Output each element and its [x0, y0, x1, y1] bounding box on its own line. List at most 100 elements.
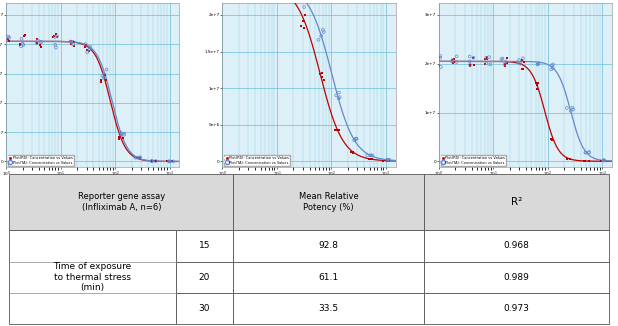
Point	[99, 71, 109, 76]
Text: 0.968: 0.968	[504, 242, 530, 250]
Point	[384, 157, 394, 162]
Point	[546, 67, 556, 72]
Point	[317, 74, 327, 80]
Point	[67, 40, 77, 45]
Point	[68, 42, 78, 47]
Point	[519, 66, 528, 71]
Text: 0.989: 0.989	[504, 273, 530, 282]
Point	[378, 158, 388, 163]
Point	[434, 54, 444, 59]
Point	[19, 34, 29, 39]
Point	[147, 158, 157, 164]
Point	[313, 37, 323, 42]
Point	[132, 155, 142, 160]
Point	[600, 158, 610, 164]
Point	[132, 156, 142, 161]
Point	[481, 55, 491, 61]
Point	[68, 39, 78, 44]
Point	[81, 43, 91, 48]
Point	[114, 136, 124, 141]
Point	[352, 136, 362, 141]
Text: R²: R²	[511, 197, 522, 207]
Point	[515, 61, 525, 66]
Point	[383, 157, 392, 162]
Point	[298, 18, 308, 23]
Point	[66, 39, 75, 44]
Point	[517, 57, 527, 62]
Point	[382, 158, 392, 163]
Point	[447, 57, 457, 62]
Point	[484, 54, 494, 60]
Point	[49, 34, 59, 39]
Point	[500, 62, 510, 67]
Point	[580, 158, 590, 164]
Point	[335, 95, 345, 100]
Point	[501, 59, 511, 64]
Point	[485, 62, 495, 67]
Legend: Plot(RS): Concentration vs Values, Plot(TA): Concentration vs Values: Plot(RS): Concentration vs Values, Plot(…	[224, 155, 290, 166]
Point	[497, 56, 507, 61]
Point	[297, 23, 307, 28]
Point	[468, 55, 478, 60]
Point	[50, 42, 60, 47]
Point	[436, 65, 446, 70]
Point	[82, 48, 92, 53]
Point	[584, 149, 594, 155]
Point	[366, 156, 376, 162]
Text: Time of exposure
to thermal stress
(min): Time of exposure to thermal stress (min)	[53, 262, 132, 292]
Legend: Plot(RS): Concentration vs Values, Plot(TA): Concentration vs Values: Plot(RS): Concentration vs Values, Plot(…	[441, 155, 506, 166]
Point	[468, 55, 478, 60]
Point	[562, 105, 572, 111]
Point	[598, 158, 608, 163]
Point	[318, 27, 328, 33]
Point	[0, 34, 9, 39]
Point	[366, 153, 376, 158]
Point	[480, 56, 490, 62]
Point	[135, 155, 145, 160]
Point	[134, 156, 144, 161]
Point	[299, 0, 309, 1]
Text: 20: 20	[199, 273, 210, 282]
Point	[584, 150, 594, 155]
Point	[97, 73, 107, 78]
Point	[166, 159, 176, 164]
Point	[282, 0, 292, 4]
Point	[69, 44, 79, 49]
FancyBboxPatch shape	[176, 261, 234, 293]
Point	[547, 137, 557, 142]
Point	[469, 62, 479, 67]
FancyBboxPatch shape	[234, 261, 424, 293]
Point	[298, 26, 308, 31]
Point	[348, 150, 358, 155]
Point	[565, 156, 575, 162]
Point	[99, 75, 109, 81]
Point	[514, 57, 524, 63]
Point	[334, 127, 344, 132]
Text: 92.8: 92.8	[319, 242, 339, 250]
FancyBboxPatch shape	[424, 293, 609, 324]
Point	[496, 56, 506, 62]
Point	[80, 45, 90, 50]
Text: 0.973: 0.973	[504, 304, 530, 313]
Point	[15, 41, 25, 47]
Point	[114, 136, 124, 141]
Point	[368, 153, 378, 158]
Point	[465, 63, 475, 68]
Point	[100, 72, 110, 78]
Point	[302, 0, 312, 2]
Point	[584, 158, 594, 164]
Point	[364, 156, 374, 162]
Point	[567, 105, 577, 110]
X-axis label: mAb Conc. (ng/mL): mAb Conc. (ng/mL)	[69, 181, 116, 186]
Point	[134, 156, 144, 161]
Point	[130, 155, 140, 160]
Point	[334, 90, 344, 95]
Point	[533, 61, 543, 66]
Text: 33.5: 33.5	[319, 304, 339, 313]
X-axis label: mAb Conc. (ng/mL): mAb Conc. (ng/mL)	[286, 181, 332, 186]
FancyBboxPatch shape	[9, 173, 234, 230]
Point	[533, 80, 543, 85]
Point	[19, 42, 28, 48]
Point	[33, 38, 43, 43]
Point	[149, 158, 159, 164]
